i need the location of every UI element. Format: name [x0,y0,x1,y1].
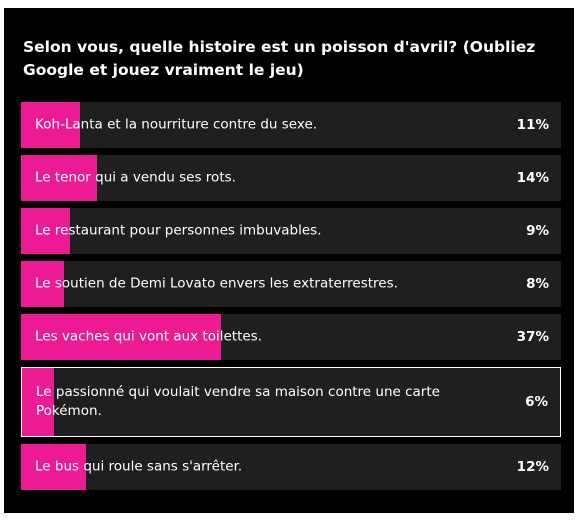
poll-options: Koh-Lanta et la nourriture contre du sex… [21,102,561,497]
poll-option[interactable]: Koh-Lanta et la nourriture contre du sex… [21,102,561,148]
option-label: Le passionné qui voulait vendre sa maiso… [36,384,440,419]
option-percent: 37% [516,329,549,345]
poll-option[interactable]: Le restaurant pour personnes imbuvables.… [21,208,561,254]
option-label: Les vaches qui vont aux toilettes. [35,328,263,345]
option-label: Le soutien de Demi Lovato envers les ext… [35,275,398,292]
option-percent: 6% [525,394,548,410]
poll-option-selected[interactable]: Le passionné qui voulait vendre sa maiso… [21,367,561,437]
result-bar [21,155,97,201]
option-percent: 14% [516,170,549,186]
poll-option[interactable]: Le soutien de Demi Lovato envers les ext… [21,261,561,307]
result-bar [21,314,221,360]
result-bar [21,208,70,254]
poll-option[interactable]: Le bus qui roule sans s'arrêter. 12% [21,444,561,490]
poll-widget: Selon vous, quelle histoire est un poiss… [4,8,574,513]
result-bar [21,444,86,490]
option-percent: 12% [516,459,549,475]
option-label: Le bus qui roule sans s'arrêter. [35,458,243,475]
result-bar [21,102,81,148]
poll-option[interactable]: Le tenor qui a vendu ses rots. 14% [21,155,561,201]
option-label: Le tenor qui a vendu ses rots. [35,169,236,186]
poll-question: Selon vous, quelle histoire est un poiss… [23,38,536,79]
option-percent: 9% [526,223,549,239]
option-label: Koh-Lanta et la nourriture contre du sex… [35,116,318,133]
poll-option[interactable]: Les vaches qui vont aux toilettes. 37% [21,314,561,360]
option-label: Le restaurant pour personnes imbuvables. [35,222,322,239]
result-bar [21,261,65,307]
option-percent: 8% [526,276,549,292]
result-bar [22,368,55,436]
option-percent: 11% [516,117,549,133]
